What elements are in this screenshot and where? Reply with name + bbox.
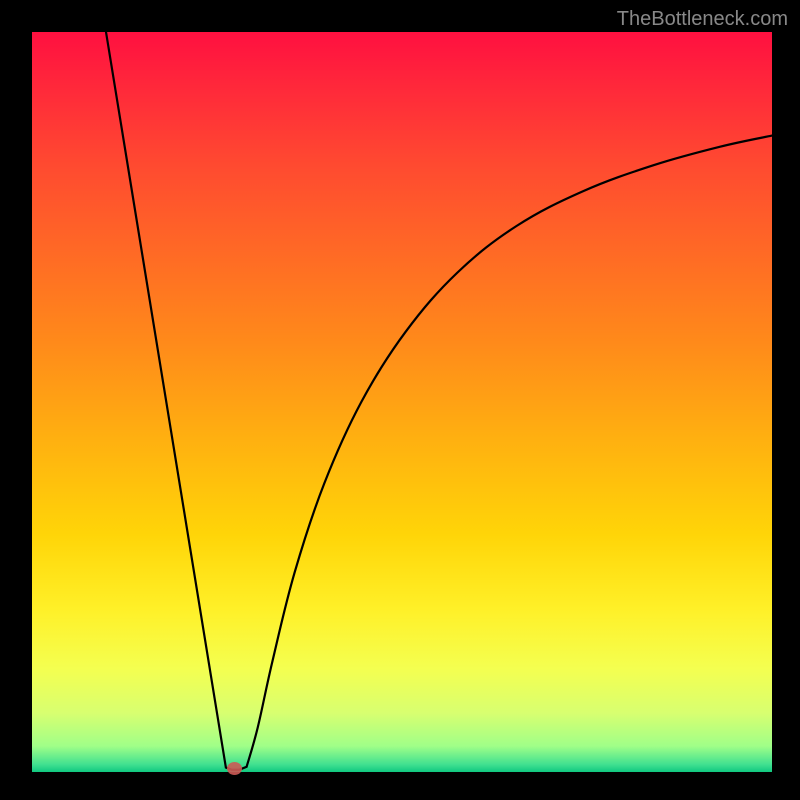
minimum-marker	[227, 762, 242, 775]
watermark-text: TheBottleneck.com	[617, 8, 788, 31]
chart-canvas: TheBottleneck.com	[0, 0, 800, 800]
bottleneck-curve	[106, 32, 772, 770]
curve-layer	[0, 0, 800, 800]
